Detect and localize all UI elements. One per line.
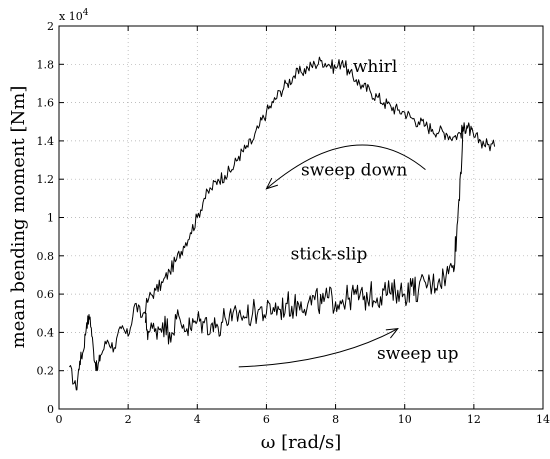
y-axis-label: mean bending moment [Nm] [8,86,29,349]
x-tick-label: 2 [125,413,132,426]
x-tick-label: 0 [56,413,63,426]
y-tick-label: 1.8 [37,58,55,71]
annotation-sweep-up: sweep up [377,344,459,364]
y-tick-label: 1.6 [37,97,55,110]
y-tick-label: 1.2 [37,173,55,186]
x-tick-label: 14 [536,413,550,426]
y-tick-label: 1 [47,212,54,225]
y-multiplier: x 104 [59,8,89,23]
x-tick-label: 8 [332,413,339,426]
y-tick-label: 0.2 [37,365,55,378]
x-axis-label: ω [rad/s] [261,432,342,453]
x-tick-label: 12 [467,413,481,426]
x-tick-label: 10 [398,413,412,426]
annotation-stick-slip: stick-slip [291,245,368,265]
x-tick-label: 4 [194,413,201,426]
y-tick-label: 0.8 [37,250,55,263]
x-tick-label: 6 [263,413,270,426]
y-tick-label: 0.6 [37,288,55,301]
y-tick-label: 0 [47,403,54,416]
annotation-whirl: whirl [353,57,398,77]
y-tick-label: 2 [47,20,54,33]
y-tick-label: 1.4 [37,135,55,148]
annotation-sweep-down: sweep down [301,160,407,180]
y-tick-label: 0.4 [37,326,55,339]
